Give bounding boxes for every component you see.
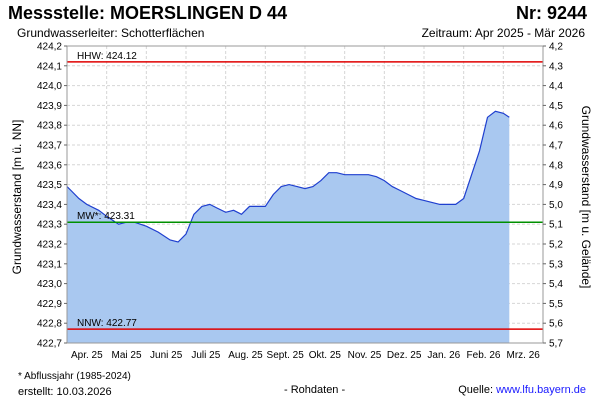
plot-frame <box>66 45 544 344</box>
y-tick-label-right: 5,7 <box>549 339 563 350</box>
y-tick-label-right: 5,6 <box>549 319 563 330</box>
y-tick-label-left: 423,6 <box>37 160 62 171</box>
y-axis-right-title: Grundwasserstand [m u. Gelände] <box>579 106 593 289</box>
y-tick-label-left: 422,7 <box>37 339 62 350</box>
y-tick-label-left: 423,4 <box>37 200 62 211</box>
y-tick-label-right: 5,3 <box>549 259 563 270</box>
y-tick-label-left: 424,1 <box>37 61 62 72</box>
y-tick-label-right: 5,0 <box>549 200 563 211</box>
aquifer-label: Grundwasserleiter: Schotterflächen <box>17 26 205 40</box>
y-tick-label-left: 422,8 <box>37 319 62 330</box>
series-line <box>66 110 510 243</box>
x-tick-label: Mrz. 26 <box>506 350 540 361</box>
y-tick-label-right: 4,3 <box>549 61 563 72</box>
reference-lines: HHW: 424.12 MW*: 423.31 NNW: 422.77 <box>67 51 543 330</box>
x-axis: Apr. 25 Mai 25 Juni 25 Juli 25 Aug. 25 Sept. … <box>71 350 540 361</box>
source-prefix: Quelle: <box>458 384 497 396</box>
y-tick-label-right: 5,1 <box>549 220 563 231</box>
page-title: Messstelle: MOERSLINGEN D 44 <box>8 3 288 23</box>
source: Quelle: www.lfu.bayern.de <box>458 384 586 396</box>
x-tick-label: Feb. 26 <box>467 350 501 361</box>
x-tick-label: Juli 25 <box>191 350 220 361</box>
y-axis-left: 424,2 424,1 424,0 423,9 423,8 423,7 423,6 423,5… <box>37 42 67 350</box>
y-tick-label-right: 4,9 <box>549 180 563 191</box>
y-axis-right: 4,2 4,3 4,4 4,5 4,6 4,7 4,8 4,9 5,0 5,1 5,2 5,3 5,4 5… <box>543 42 563 350</box>
y-tick-label-left: 423,3 <box>37 220 62 231</box>
y-tick-label-left: 422,9 <box>37 299 62 310</box>
x-tick-label: Aug. 25 <box>228 350 263 361</box>
x-tick-label: Sept. 25 <box>267 350 305 361</box>
period-label: Zeitraum: Apr 2025 - Mär 2026 <box>421 26 585 40</box>
x-tick-label: Apr. 25 <box>71 350 103 361</box>
y-tick-label-right: 4,6 <box>549 121 563 132</box>
y-tick-label-right: 4,8 <box>549 160 563 171</box>
source-link[interactable]: www.lfu.bayern.de <box>496 384 586 396</box>
area-fill <box>67 111 510 343</box>
reference-line-label: MW*: 423.31 <box>77 211 135 222</box>
y-tick-label-left: 423,2 <box>37 240 62 251</box>
y-tick-label-left: 423,1 <box>37 259 62 270</box>
footnote: * Abflussjahr (1985-2024) <box>18 371 131 382</box>
y-tick-label-left: 423,7 <box>37 141 62 152</box>
y-tick-label-right: 4,4 <box>549 81 563 92</box>
x-tick-label: Juni 25 <box>150 350 183 361</box>
y-tick-label-left: 423,0 <box>37 279 62 290</box>
reference-line-label: NNW: 422.77 <box>77 318 137 329</box>
y-tick-label-right: 5,2 <box>549 240 563 251</box>
y-tick-label-right: 5,4 <box>549 279 563 290</box>
station-number: Nr: 9244 <box>515 3 587 23</box>
y-tick-label-right: 5,5 <box>549 299 563 310</box>
raw-data-label: - Rohdaten - <box>284 384 346 396</box>
created-date: erstellt: 10.03.2026 <box>18 386 112 398</box>
x-tick-label: Mai 25 <box>111 350 141 361</box>
x-tick-label: Dez. 25 <box>387 350 422 361</box>
y-tick-label-left: 423,8 <box>37 121 62 132</box>
y-tick-label-right: 4,2 <box>549 42 563 53</box>
y-tick-label-left: 424,2 <box>37 42 62 53</box>
x-tick-label: Okt. 25 <box>309 350 342 361</box>
y-tick-label-left: 423,5 <box>37 180 62 191</box>
y-axis-left-title: Grundwasserstand [m ü. NN] <box>10 120 24 275</box>
y-tick-label-left: 423,9 <box>37 101 62 112</box>
x-tick-label: Nov. 25 <box>348 350 382 361</box>
y-tick-label-right: 4,5 <box>549 101 563 112</box>
y-tick-label-left: 424,0 <box>37 81 62 92</box>
reference-line-label: HHW: 424.12 <box>77 51 137 62</box>
y-tick-label-right: 4,7 <box>549 141 563 152</box>
x-tick-label: Jan. 26 <box>427 350 460 361</box>
